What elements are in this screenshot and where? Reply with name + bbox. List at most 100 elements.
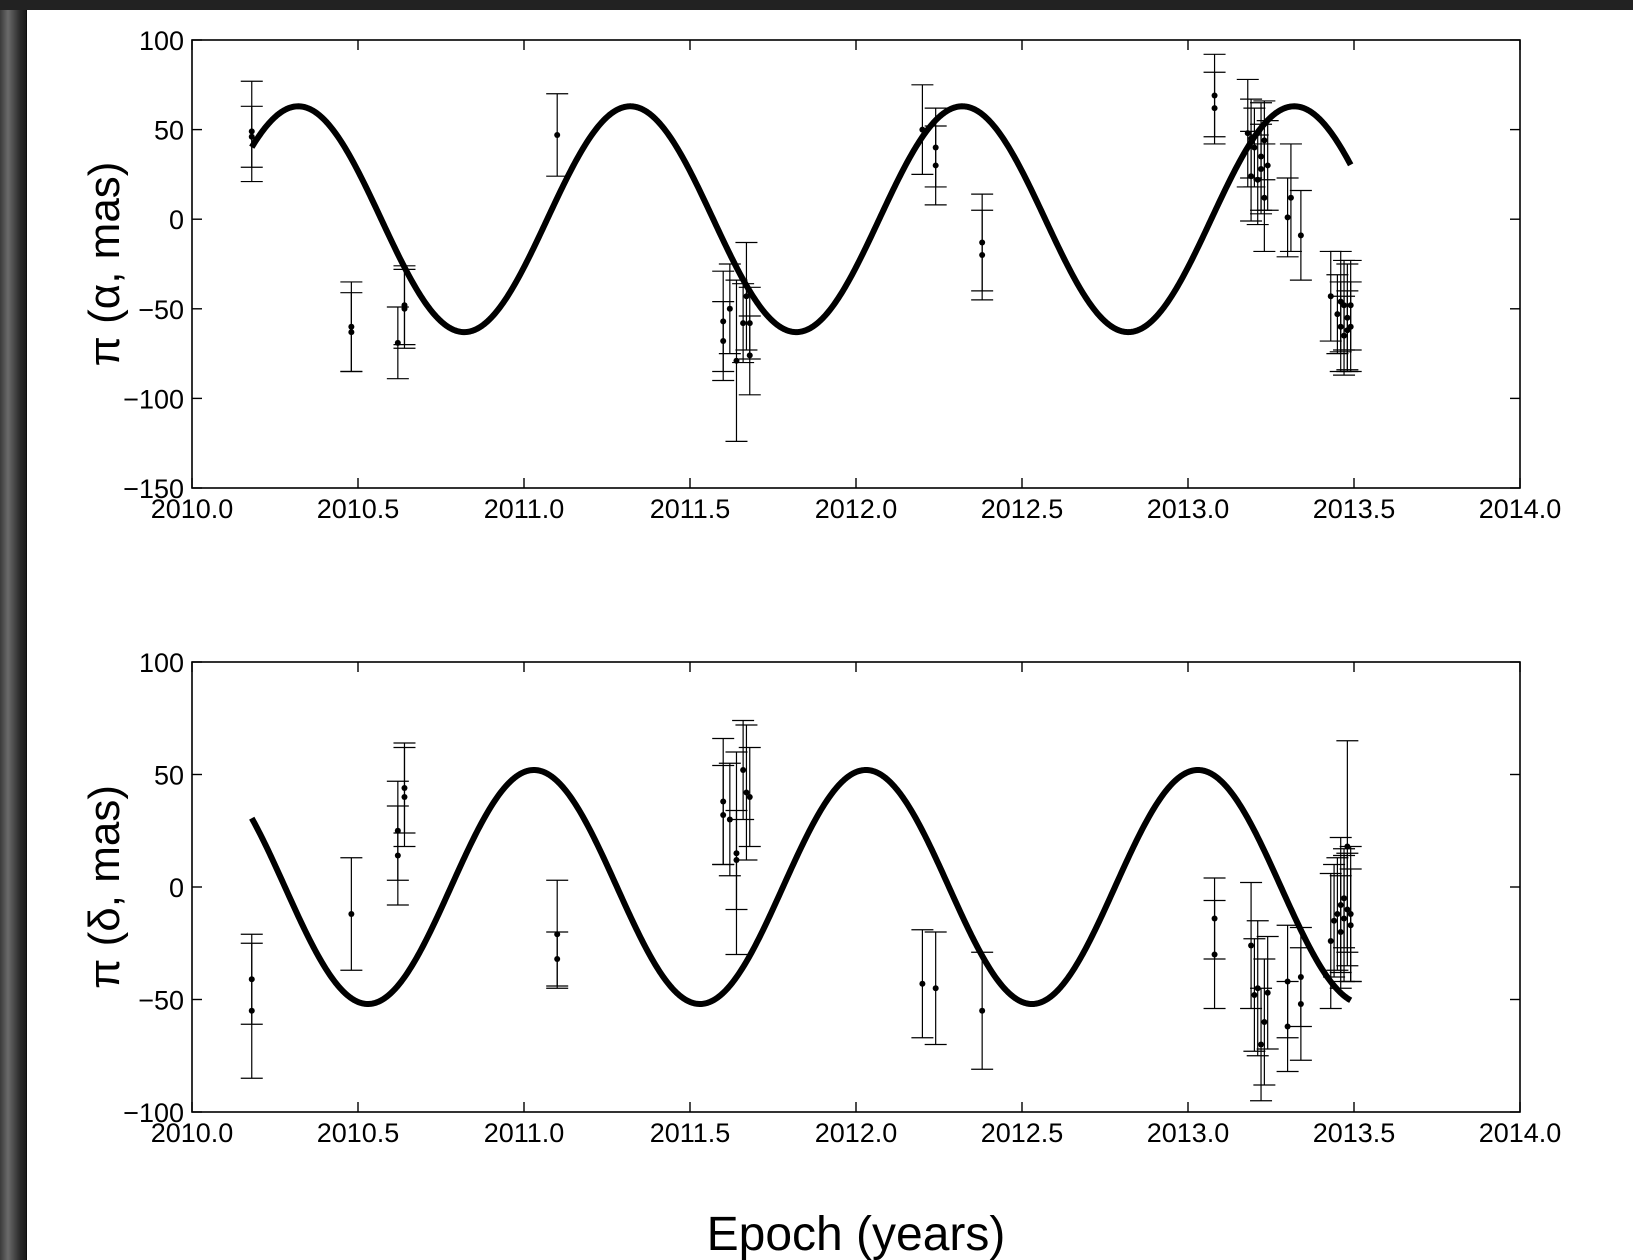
data-marker [1327, 293, 1334, 300]
data-point [971, 951, 994, 1070]
data-point [340, 857, 363, 971]
data-point [386, 780, 409, 881]
data-marker [1327, 938, 1334, 944]
x-tick-label: 2013.0 [1147, 1118, 1230, 1148]
y-tick-label: 100 [139, 26, 184, 56]
data-point [1203, 899, 1226, 1010]
data-marker [1261, 137, 1268, 144]
x-tick-label: 2014.0 [1479, 1118, 1562, 1148]
data-marker [979, 252, 986, 259]
x-tick-label: 2011.0 [484, 494, 565, 524]
y-tick-label: −50 [138, 295, 184, 325]
data-point [738, 315, 761, 396]
data-point [712, 301, 735, 382]
data-marker [1211, 951, 1218, 958]
data-marker [1341, 915, 1348, 922]
figure-svg: 2010.0 2010.5 2011.0 2011.5 2012.0 2012.5 2013… [80, 26, 1561, 1260]
y-tick-label: −150 [123, 474, 184, 504]
data-marker [1248, 942, 1255, 949]
data-point [1276, 980, 1299, 1073]
data-point [924, 125, 947, 206]
data-point [732, 719, 755, 821]
model-curve [249, 103, 1354, 336]
data-point [1250, 987, 1273, 1102]
data-marker [740, 767, 747, 773]
x-tick-label: 2012.0 [815, 1118, 898, 1148]
data-marker [726, 305, 733, 312]
data-marker [348, 329, 355, 336]
data-marker [919, 980, 926, 987]
data-marker [1264, 162, 1271, 169]
data-point [1243, 107, 1266, 188]
panel-dec: 2010.0 2010.5 2011.0 2011.5 2012.0 2012.5 2013… [123, 648, 1561, 1148]
data-marker [401, 302, 408, 309]
data-point [1256, 120, 1279, 211]
data-marker [1337, 929, 1344, 935]
data-marker [1334, 311, 1341, 318]
x-tick-label: 2012.5 [981, 1118, 1064, 1148]
data-marker [1347, 323, 1354, 330]
data-marker [248, 1007, 255, 1014]
data-marker [1341, 302, 1348, 309]
data-marker [394, 827, 401, 834]
data-point [1326, 274, 1349, 355]
data-point [393, 265, 416, 346]
data-point [340, 292, 363, 373]
data-marker [1297, 232, 1304, 239]
data-point [1240, 130, 1263, 222]
y-tick-label: 0 [169, 873, 184, 903]
data-point [546, 931, 569, 987]
data-point [1289, 947, 1312, 1061]
data-point [1256, 935, 1279, 1050]
data-point [546, 93, 569, 177]
data-marker [1261, 1019, 1268, 1025]
data-point [971, 209, 994, 301]
data-point [1326, 857, 1349, 971]
data-marker [248, 133, 255, 140]
data-point [1253, 143, 1276, 253]
data-point [1253, 958, 1276, 1086]
data-marker [932, 985, 939, 992]
x-tick-label: 2010.5 [317, 1118, 400, 1148]
y-tick-label: 100 [139, 648, 184, 678]
x-tick-label: 2014.0 [1479, 494, 1562, 524]
data-marker [720, 812, 727, 818]
y-tick-label: 0 [169, 205, 184, 235]
top-border [0, 0, 1633, 10]
x-tick-label: 2012.5 [981, 494, 1064, 524]
data-marker [740, 320, 747, 327]
y-tick-label: −100 [123, 384, 184, 414]
data-marker [1331, 917, 1338, 924]
data-point [240, 942, 263, 1079]
data-marker [979, 1007, 986, 1014]
data-marker [1211, 105, 1218, 112]
data-marker [1297, 1001, 1304, 1007]
x-tick-label: 2010.5 [317, 494, 400, 524]
y-tick-label: 50 [154, 761, 184, 791]
data-point [725, 279, 748, 443]
panel-ra: 2010.0 2010.5 2011.0 2011.5 2012.0 2012.5 2013… [123, 26, 1561, 524]
data-point [1250, 123, 1273, 215]
y-tick-label: −50 [138, 986, 184, 1016]
y-axis-title-ra: π (α, mas) [80, 162, 129, 367]
x-tick-label: 2011.0 [484, 1118, 565, 1148]
data-point [1279, 143, 1302, 253]
data-point [924, 931, 947, 1046]
data-point [1289, 189, 1312, 281]
data-marker [1284, 214, 1291, 221]
data-point [1333, 854, 1356, 983]
data-marker [554, 956, 561, 962]
plot-frame [191, 661, 1521, 1113]
data-marker [1248, 173, 1255, 180]
data-point [1336, 290, 1359, 371]
x-tick-label: 2010.0 [151, 494, 234, 524]
data-marker [554, 131, 561, 138]
x-tick-label: 2013.5 [1313, 494, 1396, 524]
x-tick-label: 2011.5 [650, 494, 731, 524]
data-marker [746, 794, 753, 800]
data-marker [1344, 906, 1351, 913]
data-point [735, 241, 758, 351]
data-marker [1347, 911, 1354, 917]
data-marker [743, 293, 750, 300]
